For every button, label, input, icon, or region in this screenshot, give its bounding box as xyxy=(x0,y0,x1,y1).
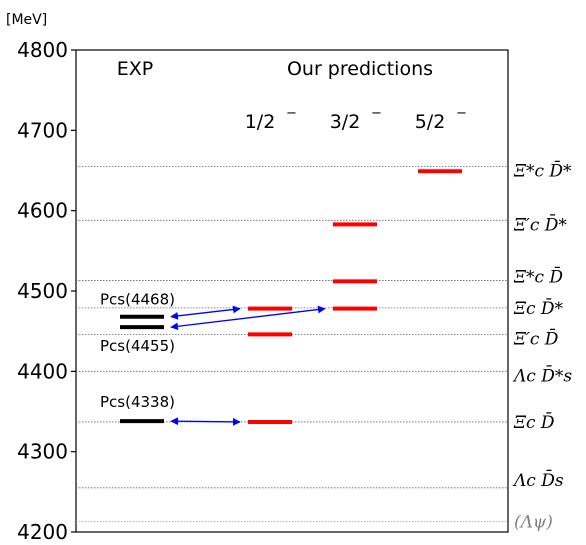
jp-header-sign-3-2: − xyxy=(371,106,382,121)
jp-header-value-5-2: 5/2 xyxy=(415,111,446,133)
y-axis: 4200 4300 4400 4500 4600 4700 4800 xyxy=(17,38,76,544)
experimental-levels xyxy=(120,314,164,424)
predictions-header: Our predictions xyxy=(287,58,433,80)
y-tick-label-4200: 4200 xyxy=(17,520,68,544)
threshold-labels: Ξ*c D̄* Ξ′c D̄* Ξ*c D̄ Ξc D̄* Ξ′c D̄ Λc D̄*s Ξ… xyxy=(512,159,572,532)
threshold-label-5: Λc D̄*s xyxy=(512,364,572,386)
exp-header: EXP xyxy=(117,58,153,80)
y-tick-label-4600: 4600 xyxy=(17,199,68,223)
y-tick-label-4300: 4300 xyxy=(17,440,68,464)
experimental-labels: Pcs(4468) Pcs(4455) Pcs(4338) xyxy=(100,291,175,411)
threshold-label-7: Λc D̄s xyxy=(512,469,564,491)
jp-headers: 1/2−3/2−5/2− xyxy=(245,106,467,133)
jp-header-value-3-2: 3/2 xyxy=(330,111,361,133)
assignment-arrow-2 xyxy=(170,417,241,426)
jp-header-sign-1-2: − xyxy=(286,106,297,121)
threshold-label-8: (Λψ) xyxy=(514,513,553,533)
jp-header-value-1-2: 1/2 xyxy=(245,111,276,133)
y-tick-label-4800: 4800 xyxy=(17,38,68,62)
jp-header-sign-5-2: − xyxy=(456,106,467,121)
y-tick-label-4400: 4400 xyxy=(17,359,68,383)
jp-header-5-2: 5/2− xyxy=(415,106,467,133)
y-tick-label-4500: 4500 xyxy=(17,279,68,303)
threshold-label-3: Ξc D̄* xyxy=(513,297,564,319)
threshold-label-1: Ξ′c D̄* xyxy=(513,213,567,235)
threshold-label-2: Ξ*c D̄ xyxy=(513,265,563,287)
jp-header-3-2: 3/2− xyxy=(330,106,382,133)
exp-label-pcs-4338: Pcs(4338) xyxy=(100,393,175,411)
jp-header-1-2: 1/2− xyxy=(245,106,297,133)
y-tick-label-4700: 4700 xyxy=(17,118,68,142)
threshold-label-6: Ξc D̄ xyxy=(513,411,555,433)
unit-label: [MeV] xyxy=(6,12,47,28)
assignment-arrow-0 xyxy=(170,305,241,320)
exp-label-pcs-4455: Pcs(4455) xyxy=(100,337,175,355)
threshold-lines xyxy=(76,166,508,522)
threshold-label-0: Ξ*c D̄* xyxy=(513,159,572,181)
predicted-levels xyxy=(248,169,462,424)
exp-label-pcs-4468: Pcs(4468) xyxy=(100,291,175,309)
threshold-label-4: Ξ′c D̄ xyxy=(513,327,559,349)
assignment-arrows xyxy=(170,305,326,426)
assignment-arrow-1 xyxy=(170,305,326,331)
